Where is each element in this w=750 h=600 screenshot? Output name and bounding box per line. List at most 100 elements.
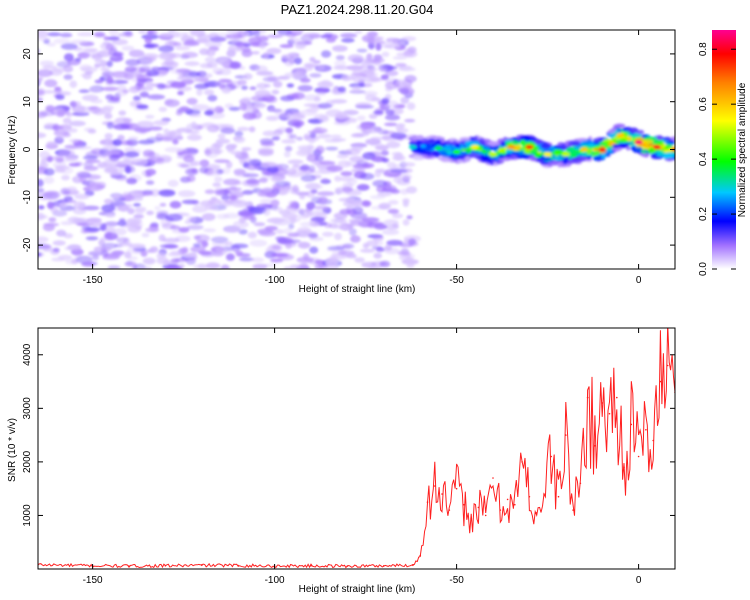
noise-blob: [271, 89, 280, 95]
noise-blob: [199, 166, 209, 174]
noise-blob: [98, 50, 106, 57]
colorbar: 0.0 0.2 0.4 0.6 0.8 Normalized spectral ampl…: [698, 30, 748, 276]
signal-blob: [432, 151, 439, 157]
noise-blob: [38, 162, 49, 168]
noise-blob: [404, 85, 413, 89]
noise-blob: [186, 134, 202, 141]
spectrogram-x-ticks: -150 -100 -50 0: [83, 30, 642, 286]
noise-blob: [127, 256, 138, 261]
noise-blob: [258, 230, 276, 237]
noise-blob: [325, 260, 338, 267]
snr-y-tick-label: 4000: [22, 343, 33, 366]
noise-blob: [103, 105, 115, 111]
noise-blob: [356, 160, 369, 167]
noise-blob: [384, 122, 398, 127]
noise-blob: [193, 235, 201, 240]
noise-blob: [402, 219, 410, 226]
noise-blob: [286, 83, 295, 88]
noise-blob: [193, 243, 201, 248]
spectrogram-y-tick-label: -20: [22, 237, 33, 252]
noise-blob: [206, 61, 218, 69]
noise-blob: [251, 51, 260, 55]
noise-blob: [283, 227, 292, 235]
signal-peak: [489, 152, 497, 157]
noise-blob: [330, 134, 342, 139]
signal-peak: [543, 152, 552, 157]
noise-blob: [181, 51, 199, 59]
noise-blob: [147, 157, 165, 162]
snr-y-ticks: 1000 2000 3000 4000: [22, 343, 675, 527]
noise-blob: [210, 196, 218, 201]
noise-blob: [101, 204, 116, 213]
noise-blob: [199, 79, 209, 83]
noise-blob: [158, 234, 166, 242]
noise-blob: [356, 48, 368, 53]
colorbar-tick-label: 0.6: [698, 97, 709, 111]
noise-blob: [223, 212, 240, 219]
snr-point: [572, 509, 574, 511]
signal-blob: [664, 152, 675, 158]
noise-blob: [186, 123, 199, 130]
noise-blob: [350, 235, 361, 243]
noise-blob: [182, 246, 189, 253]
noise-blob: [273, 80, 283, 88]
noise-blob: [181, 199, 199, 205]
noise-blob: [373, 252, 383, 259]
noise-blob: [327, 245, 345, 251]
noise-blob: [94, 58, 104, 63]
noise-blob: [114, 117, 131, 125]
noise-blob: [249, 239, 268, 247]
noise-blob: [253, 30, 260, 38]
noise-blob: [162, 259, 170, 266]
noise-blob: [356, 115, 366, 121]
noise-blob: [402, 200, 409, 208]
noise-blob: [325, 146, 339, 151]
signal-blob: [598, 141, 610, 145]
noise-blob: [302, 32, 321, 38]
noise-blob: [85, 49, 99, 57]
noise-blob: [245, 178, 260, 185]
noise-blob: [170, 250, 182, 255]
noise-blob: [87, 183, 104, 192]
noise-blob: [130, 220, 140, 229]
noise-blob: [337, 250, 355, 256]
noise-blob: [405, 256, 414, 265]
noise-blob: [215, 189, 233, 196]
snr-data-points: [38, 364, 675, 567]
signal-blob: [472, 141, 480, 145]
noise-blob: [359, 172, 375, 180]
noise-blob: [287, 159, 304, 165]
noise-blob: [285, 243, 292, 249]
noise-blob: [196, 240, 205, 244]
noise-blob: [339, 33, 358, 38]
noise-blob: [258, 177, 268, 183]
noise-blob: [135, 266, 153, 269]
snr-point: [550, 455, 552, 458]
noise-blob: [79, 64, 92, 71]
snr-point: [659, 380, 662, 383]
noise-blob: [313, 205, 329, 210]
noise-blob: [50, 248, 60, 256]
noise-blob: [237, 31, 247, 38]
noise-blob: [258, 92, 272, 98]
noise-blob: [184, 61, 200, 67]
noise-blob: [85, 159, 101, 164]
colorbar-tick-label: 0.4: [698, 152, 709, 166]
noise-blob: [89, 106, 101, 114]
noise-blob: [319, 161, 336, 165]
noise-blob: [333, 65, 350, 71]
noise-blob: [140, 250, 148, 257]
noise-blob: [316, 88, 329, 93]
noise-blob: [330, 138, 347, 142]
signal-blob: [457, 159, 464, 164]
noise-blob: [38, 252, 42, 257]
snr-series-line: [38, 328, 675, 569]
signal-blob: [634, 146, 643, 152]
noise-blob: [241, 147, 252, 151]
noise-blob: [402, 162, 416, 167]
snr-point: [623, 466, 625, 469]
noise-blob: [226, 146, 234, 153]
noise-blob: [131, 158, 148, 166]
noise-blob: [145, 81, 154, 89]
noise-blob: [38, 243, 43, 250]
